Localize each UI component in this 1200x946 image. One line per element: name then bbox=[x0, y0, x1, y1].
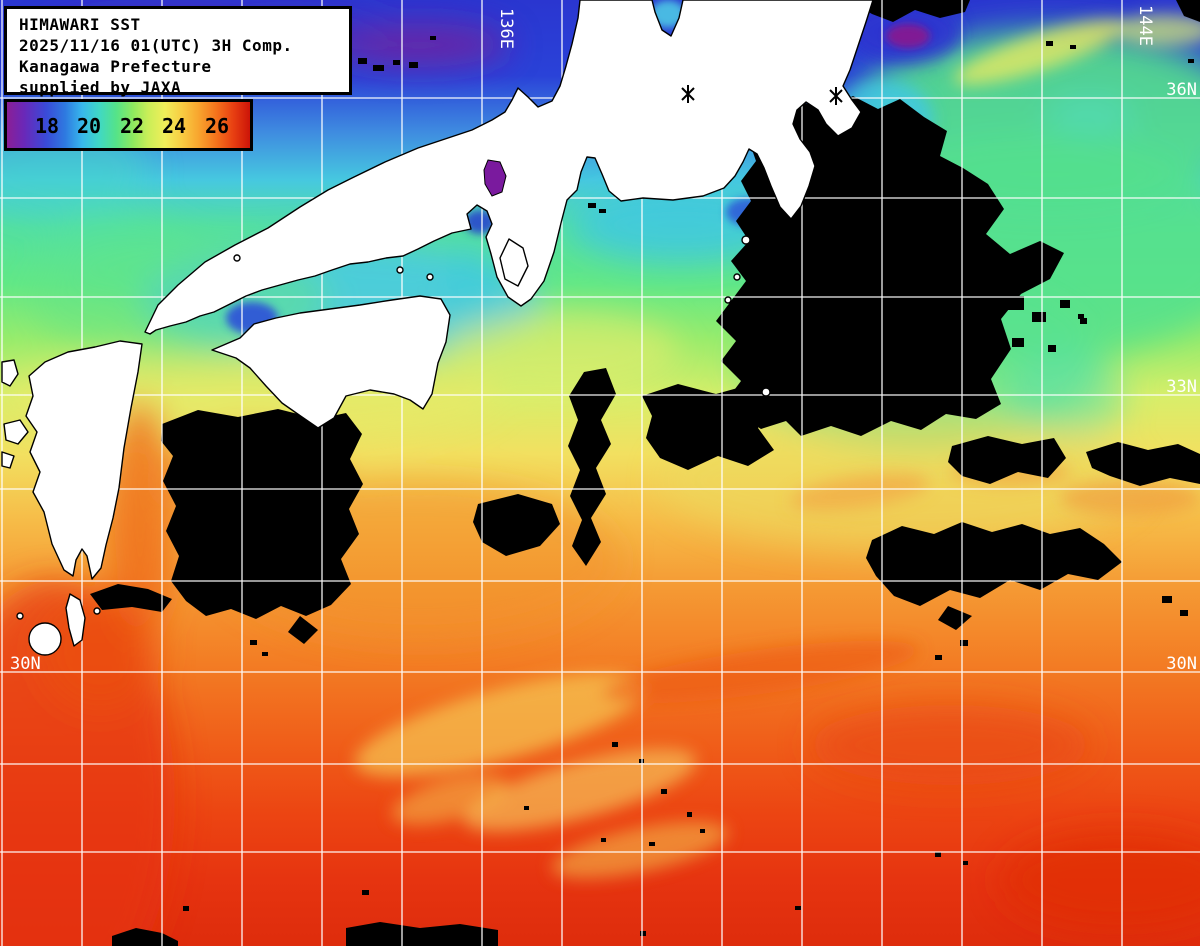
colorbar-tick-20: 20 bbox=[77, 114, 102, 138]
land-yakushima bbox=[28, 622, 62, 656]
temperature-colorbar: 18 20 22 24 26 bbox=[4, 99, 253, 151]
cloud-mask-areas bbox=[90, 0, 1200, 946]
grid-label-30n-left: 30N bbox=[10, 654, 41, 674]
land-areas bbox=[1, 0, 874, 656]
land-izu-islands bbox=[741, 235, 751, 245]
city-markers bbox=[681, 85, 843, 105]
grid-label-36n: 36N bbox=[1166, 80, 1197, 100]
grid-label-30n-right: 30N bbox=[1166, 654, 1197, 674]
lake-biwa bbox=[483, 159, 507, 197]
title-source: supplied by JAXA bbox=[19, 78, 182, 97]
grid-label-136e: 136E bbox=[496, 8, 516, 49]
title-region: Kanagawa Prefecture bbox=[19, 57, 212, 76]
cloud-tanegashima-streak bbox=[90, 584, 172, 612]
cloud-southeast-mass bbox=[866, 522, 1122, 606]
land-tanegashima bbox=[65, 593, 86, 647]
cloud-west-mass bbox=[161, 409, 363, 619]
land-kyushu bbox=[25, 340, 143, 580]
title-box: HIMAWARI SST 2025/11/16 01(UTC) 3H Comp.… bbox=[4, 6, 352, 97]
cloud-top-strip bbox=[860, 0, 970, 22]
land-awaji bbox=[499, 238, 529, 287]
cloud-bottom-center bbox=[346, 922, 498, 946]
grid-label-texts: 136E 144E 36N 33N 30N 30N bbox=[10, 5, 1197, 674]
land-honshu bbox=[144, 0, 874, 335]
grid-label-33n: 33N bbox=[1166, 377, 1197, 397]
colorbar-tick-24: 24 bbox=[162, 114, 187, 138]
title-datetime: 2025/11/16 01(UTC) 3H Comp. bbox=[19, 36, 293, 55]
title-product: HIMAWARI SST bbox=[19, 15, 141, 34]
colorbar-tick-18: 18 bbox=[35, 114, 60, 138]
cloud-right-edge bbox=[1086, 442, 1200, 486]
colorbar-tick-22: 22 bbox=[120, 114, 145, 138]
cloud-top-right-corner bbox=[1176, 0, 1200, 22]
marker-icon bbox=[681, 85, 695, 103]
land-shikoku bbox=[211, 295, 451, 429]
grid-label-144e: 144E bbox=[1135, 5, 1155, 46]
colorbar-tick-26: 26 bbox=[205, 114, 230, 138]
cloud-central-round bbox=[642, 384, 774, 470]
cloud-central-streak bbox=[568, 368, 616, 566]
marker-icon bbox=[829, 87, 843, 105]
cloud-right-lower bbox=[948, 436, 1066, 484]
